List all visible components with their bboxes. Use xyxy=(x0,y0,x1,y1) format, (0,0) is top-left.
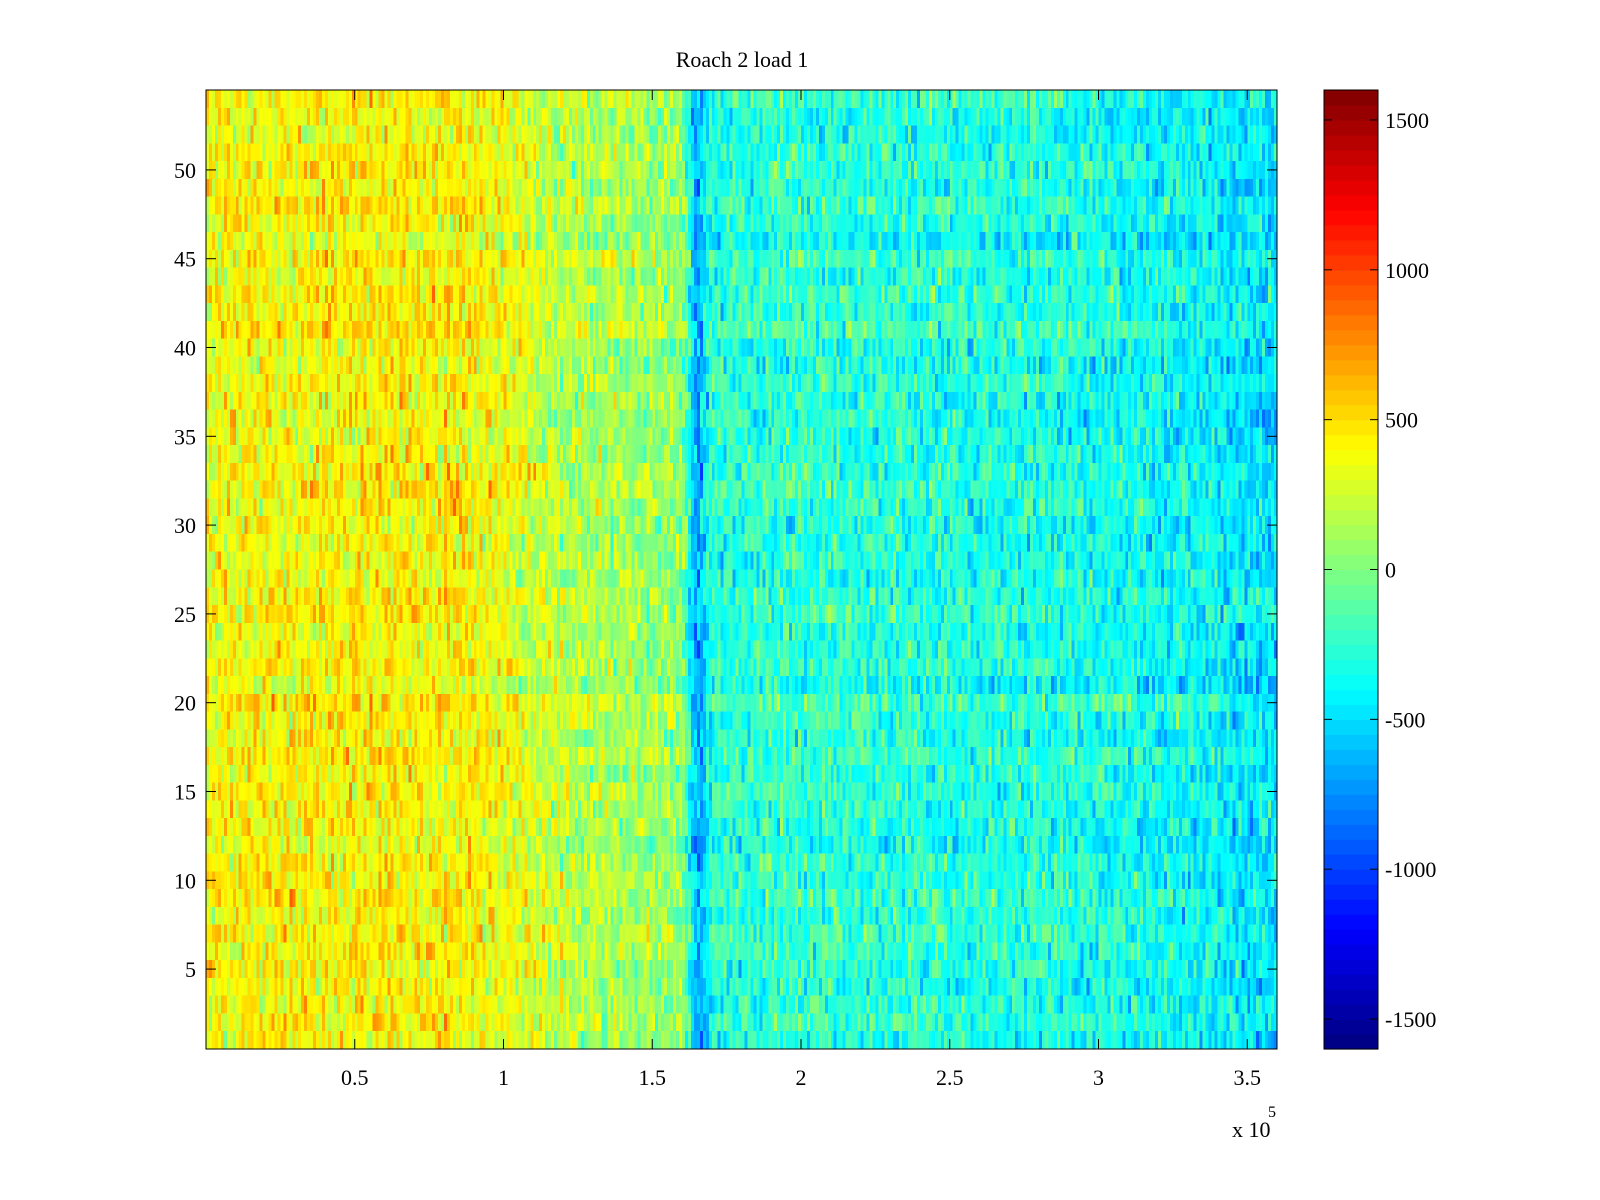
colorbar-swatch xyxy=(1324,899,1378,915)
colorbar-swatch xyxy=(1324,449,1378,466)
colorbar-swatch xyxy=(1324,599,1378,616)
colorbar-swatch xyxy=(1324,644,1378,661)
colorbar-axis: -1500 -1000 -500 0 500 1000 1500 xyxy=(1324,108,1436,1032)
colorbar-swatch xyxy=(1324,554,1378,571)
x-tick-label: 2 xyxy=(796,1065,807,1090)
y-tick-label: 40 xyxy=(174,336,196,361)
chart-title: Roach 2 load 1 xyxy=(676,47,809,72)
colorbar-tick-label: 500 xyxy=(1385,408,1418,433)
colorbar-swatch xyxy=(1324,194,1378,211)
colorbar-swatch xyxy=(1324,464,1378,481)
colorbar-swatch xyxy=(1324,419,1378,436)
colorbar-swatch xyxy=(1324,329,1378,346)
colorbar-swatch xyxy=(1324,1034,1378,1050)
colorbar-tick-label: -1000 xyxy=(1385,857,1436,882)
heatmap-cells xyxy=(206,90,1277,1049)
heatmap-plot-area xyxy=(206,90,1277,1049)
x-tick-label: 0.5 xyxy=(341,1065,369,1090)
colorbar-swatch xyxy=(1324,884,1378,900)
colorbar-swatch xyxy=(1324,479,1378,496)
y-tick-label: 35 xyxy=(174,424,196,449)
colorbar-swatch xyxy=(1324,389,1378,406)
colorbar-swatch xyxy=(1324,839,1378,855)
x-exponent-label: x 10 xyxy=(1232,1117,1271,1142)
plot-frame xyxy=(205,89,1278,1050)
x-tick-label: 2.5 xyxy=(936,1065,964,1090)
x-exponent: 5 xyxy=(1268,1104,1276,1121)
colorbar-swatch xyxy=(1324,719,1378,735)
colorbar-swatch xyxy=(1324,659,1378,675)
colorbar-swatch xyxy=(1324,164,1378,181)
colorbar-swatch xyxy=(1324,854,1378,870)
colorbar-swatch xyxy=(1324,344,1378,361)
colorbar-swatch xyxy=(1324,509,1378,526)
colorbar-swatch xyxy=(1324,314,1378,331)
y-tick-label: 15 xyxy=(174,779,196,804)
colorbar xyxy=(1324,90,1378,1050)
y-tick-label: 20 xyxy=(174,691,196,716)
colorbar-swatch xyxy=(1324,629,1378,646)
x-tick-label: 1 xyxy=(498,1065,509,1090)
y-tick-label: 5 xyxy=(185,957,196,982)
colorbar-swatch xyxy=(1324,944,1378,960)
x-tick-label: 1.5 xyxy=(639,1065,667,1090)
colorbar-tick-label: 1500 xyxy=(1385,108,1429,133)
y-tick-label: 25 xyxy=(174,602,196,627)
colorbar-swatch xyxy=(1324,764,1378,780)
colorbar-swatch xyxy=(1324,1004,1378,1020)
colorbar-swatch xyxy=(1324,359,1378,376)
colorbar-swatch xyxy=(1324,254,1378,271)
colorbar-swatch xyxy=(1324,434,1378,451)
colorbar-tick-label: -500 xyxy=(1385,707,1425,732)
colorbar-swatch xyxy=(1324,734,1378,750)
colorbar-swatch xyxy=(1324,284,1378,301)
colorbar-swatch xyxy=(1324,614,1378,631)
colorbar-swatch xyxy=(1324,119,1378,136)
colorbar-swatch xyxy=(1324,524,1378,541)
colorbar-swatch xyxy=(1324,1019,1378,1035)
colorbar-tick-label: 0 xyxy=(1385,558,1396,583)
colorbar-swatch xyxy=(1324,299,1378,316)
colorbar-swatch xyxy=(1324,824,1378,840)
x-axis: 0.5 1 1.5 2 2.5 3 3.5 xyxy=(341,90,1261,1090)
colorbar-tick-label: 1000 xyxy=(1385,258,1429,283)
y-tick-label: 10 xyxy=(174,868,196,893)
x-tick-label: 3.5 xyxy=(1234,1065,1262,1090)
y-tick-label: 30 xyxy=(174,513,196,538)
colorbar-swatch xyxy=(1324,779,1378,795)
colorbar-swatch xyxy=(1324,959,1378,975)
colorbar-swatch xyxy=(1324,809,1378,825)
x-tick-label: 3 xyxy=(1093,1065,1104,1090)
colorbar-swatch xyxy=(1324,794,1378,810)
colorbar-swatch xyxy=(1324,749,1378,765)
colorbar-swatch xyxy=(1324,869,1378,885)
y-tick-label: 50 xyxy=(174,158,196,183)
colorbar-swatch xyxy=(1324,929,1378,945)
y-tick-label: 45 xyxy=(174,247,196,272)
colorbar-swatch xyxy=(1324,149,1378,166)
colorbar-swatch xyxy=(1324,914,1378,930)
colorbar-swatch xyxy=(1324,539,1378,556)
colorbar-swatch xyxy=(1324,224,1378,241)
colorbar-swatch xyxy=(1324,569,1378,586)
colorbar-swatch xyxy=(1324,704,1378,720)
colorbar-swatch xyxy=(1324,209,1378,226)
colorbar-swatch xyxy=(1324,974,1378,990)
colorbar-tick-label: -1500 xyxy=(1385,1007,1436,1032)
colorbar-swatch xyxy=(1324,674,1378,690)
colorbar-swatch xyxy=(1324,90,1378,106)
colorbar-swatch xyxy=(1324,179,1378,196)
colorbar-swatch xyxy=(1324,584,1378,601)
colorbar-swatch xyxy=(1324,989,1378,1005)
colorbar-swatch xyxy=(1324,269,1378,286)
colorbar-swatch xyxy=(1324,239,1378,256)
colorbar-swatch xyxy=(1324,494,1378,511)
colorbar-swatch xyxy=(1324,104,1378,121)
colorbar-swatch xyxy=(1324,404,1378,421)
colorbar-swatch xyxy=(1324,374,1378,391)
y-axis: 5 10 15 20 25 30 35 40 45 50 xyxy=(174,158,1277,982)
colorbar-swatch xyxy=(1324,689,1378,705)
colorbar-swatch xyxy=(1324,134,1378,151)
